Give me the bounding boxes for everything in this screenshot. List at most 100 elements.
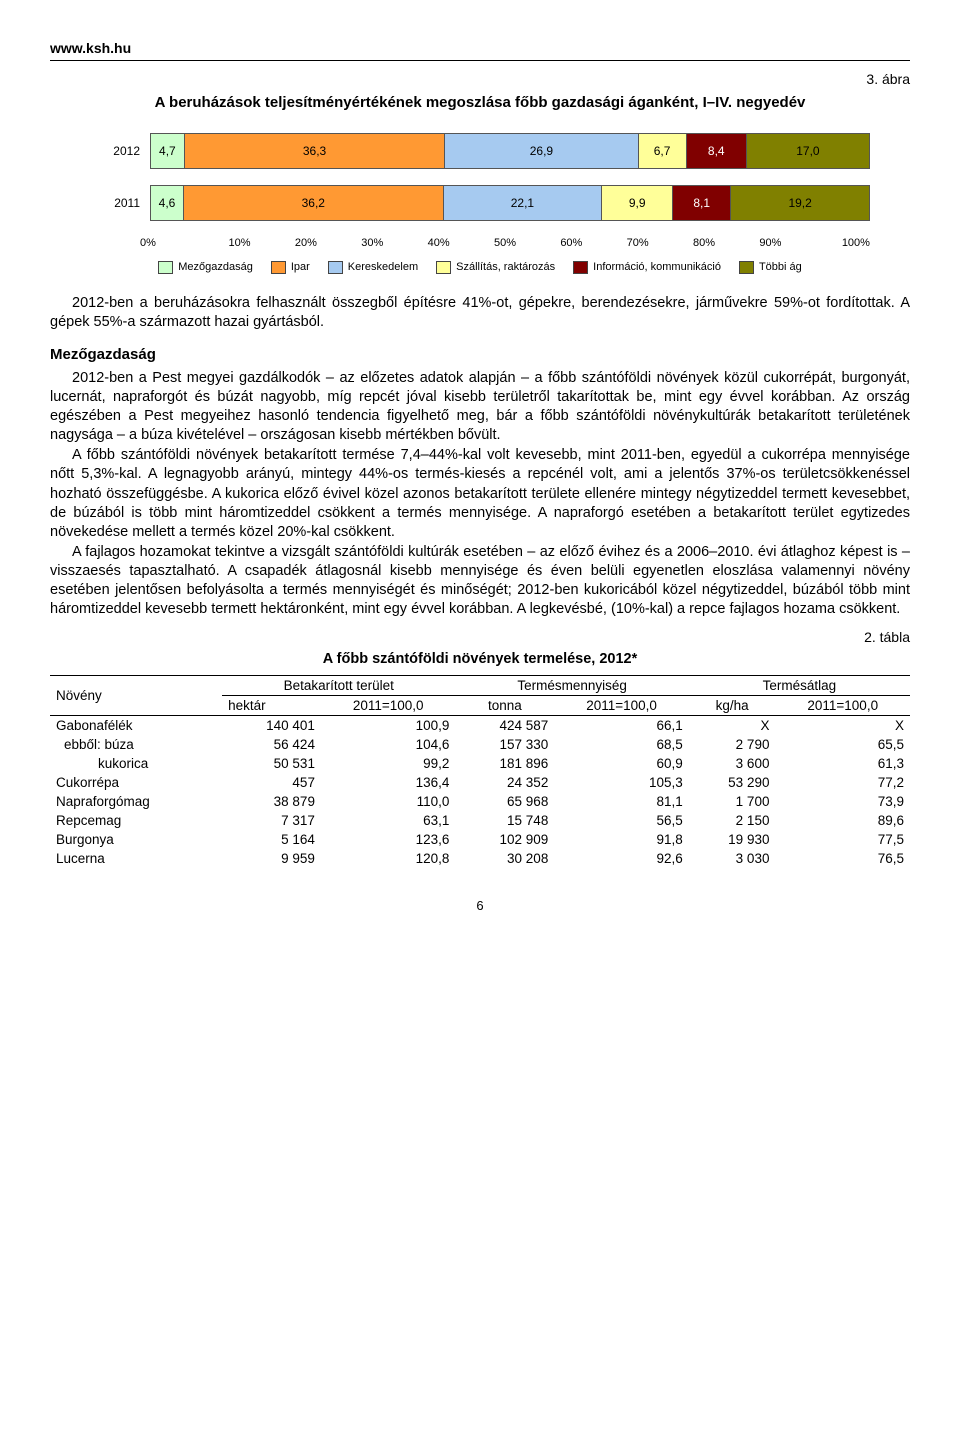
legend-item: Információ, kommunikáció (573, 261, 721, 274)
cell-crop-name: Napraforgómag (50, 792, 222, 811)
cell-value: 15 748 (455, 811, 554, 830)
legend-swatch (573, 261, 588, 274)
cell-value: 7 317 (222, 811, 321, 830)
cell-value: X (689, 716, 776, 736)
cell-value: 81,1 (554, 792, 688, 811)
cell-value: 68,5 (554, 735, 688, 754)
cell-value: 3 030 (689, 849, 776, 868)
cell-crop-name: kukorica (50, 754, 222, 773)
cell-crop-name: Gabonafélék (50, 716, 222, 736)
bar-segment: 8,4 (687, 134, 747, 168)
bar-segment: 8,1 (673, 186, 731, 220)
cell-value: 56,5 (554, 811, 688, 830)
bar-year-label: 2012 (90, 144, 150, 158)
legend-swatch (328, 261, 343, 274)
bar-segment: 22,1 (444, 186, 603, 220)
cell-value: 89,6 (775, 811, 910, 830)
page-number: 6 (50, 898, 910, 913)
table-label: 2. tábla (50, 629, 910, 645)
cell-value: 53 290 (689, 773, 776, 792)
cell-value: 30 208 (455, 849, 554, 868)
legend-label: Szállítás, raktározás (456, 261, 555, 273)
cell-value: 77,5 (775, 830, 910, 849)
body-text: 2012-ben a beruházásokra felhasznált öss… (50, 294, 910, 620)
legend-label: Mezőgazdaság (178, 261, 253, 273)
legend-swatch (739, 261, 754, 274)
axis-tick: 40% (405, 237, 471, 249)
cell-value: 38 879 (222, 792, 321, 811)
cell-crop-name: Cukorrépa (50, 773, 222, 792)
legend-label: Többi ág (759, 261, 802, 273)
cell-value: 60,9 (554, 754, 688, 773)
col-header: Termésátlag (689, 676, 910, 696)
cell-value: 76,5 (775, 849, 910, 868)
cell-value: 65 968 (455, 792, 554, 811)
crops-table: Növény Betakarított terület Termésmennyi… (50, 675, 910, 868)
bar-segment: 26,9 (445, 134, 638, 168)
cell-value: 50 531 (222, 754, 321, 773)
cell-crop-name: Burgonya (50, 830, 222, 849)
col-header: Betakarított terület (222, 676, 455, 696)
cell-value: 157 330 (455, 735, 554, 754)
bar-segment: 4,7 (151, 134, 185, 168)
axis-tick: 20% (273, 237, 339, 249)
stacked-bar-chart: 20124,736,326,96,78,417,020114,636,222,1… (90, 133, 870, 274)
bar-segment: 9,9 (602, 186, 673, 220)
col-subheader: 2011=100,0 (775, 696, 910, 716)
col-subheader: 2011=100,0 (554, 696, 688, 716)
site-url: www.ksh.hu (50, 40, 910, 56)
header-rule (50, 60, 910, 61)
chart-legend: Mezőgazdaság Ipar Kereskedelem Szállítás, r… (130, 261, 830, 274)
legend-swatch (158, 261, 173, 274)
col-header: Termésmennyiség (455, 676, 688, 696)
axis-tick: 30% (339, 237, 405, 249)
cell-value: 2 790 (689, 735, 776, 754)
cell-value: 136,4 (321, 773, 455, 792)
cell-value: 73,9 (775, 792, 910, 811)
bar-track: 4,636,222,19,98,119,2 (150, 185, 870, 221)
cell-value: 120,8 (321, 849, 455, 868)
cell-value: X (775, 716, 910, 736)
legend-swatch (271, 261, 286, 274)
col-subheader: hektár (222, 696, 321, 716)
figure-label: 3. ábra (50, 71, 910, 87)
legend-item: Mezőgazdaság (158, 261, 253, 274)
cell-value: 61,3 (775, 754, 910, 773)
cell-value: 24 352 (455, 773, 554, 792)
legend-swatch (436, 261, 451, 274)
chart-title: A beruházások teljesítményértékének mego… (110, 93, 850, 113)
cell-value: 77,2 (775, 773, 910, 792)
table-row: Lucerna9 959120,830 20892,63 03076,5 (50, 849, 910, 868)
cell-value: 66,1 (554, 716, 688, 736)
cell-value: 105,3 (554, 773, 688, 792)
cell-value: 2 150 (689, 811, 776, 830)
col-subheader: kg/ha (689, 696, 776, 716)
cell-value: 1 700 (689, 792, 776, 811)
legend-item: Kereskedelem (328, 261, 418, 274)
legend-item: Szállítás, raktározás (436, 261, 555, 274)
cell-value: 181 896 (455, 754, 554, 773)
col-subheader: 2011=100,0 (321, 696, 455, 716)
table-row: Burgonya5 164123,6102 90991,819 93077,5 (50, 830, 910, 849)
cell-value: 123,6 (321, 830, 455, 849)
col-header: Növény (50, 676, 222, 716)
paragraph: A főbb szántóföldi növények betakarított… (50, 446, 910, 542)
legend-label: Ipar (291, 261, 310, 273)
cell-crop-name: Repcemag (50, 811, 222, 830)
legend-label: Kereskedelem (348, 261, 418, 273)
cell-value: 102 909 (455, 830, 554, 849)
x-axis: 0%10%20%30%40%50%60%70%80%90%100% (150, 237, 870, 249)
cell-value: 3 600 (689, 754, 776, 773)
paragraph: 2012-ben a Pest megyei gazdálkodók – az … (50, 369, 910, 446)
bar-year-label: 2011 (90, 196, 150, 210)
cell-value: 99,2 (321, 754, 455, 773)
cell-crop-name: Lucerna (50, 849, 222, 868)
legend-label: Információ, kommunikáció (593, 261, 721, 273)
bar-segment: 36,2 (184, 186, 444, 220)
cell-value: 63,1 (321, 811, 455, 830)
table-row: Gabonafélék140 401100,9424 58766,1XX (50, 716, 910, 736)
legend-item: Többi ág (739, 261, 802, 274)
cell-value: 5 164 (222, 830, 321, 849)
bar-segment: 17,0 (747, 134, 869, 168)
cell-value: 9 959 (222, 849, 321, 868)
